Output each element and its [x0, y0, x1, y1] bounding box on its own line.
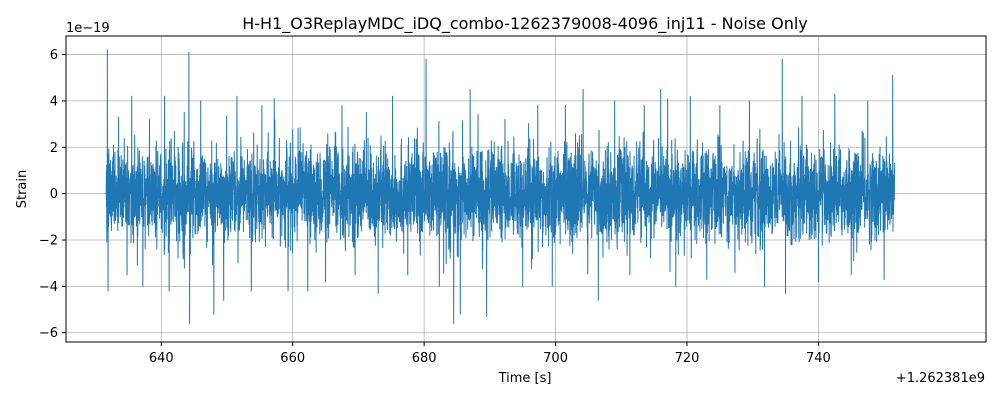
- y-scale-label: 1e−19: [66, 21, 110, 36]
- series-layer: [105, 49, 896, 324]
- x-tick-label: 640: [149, 351, 174, 366]
- y-tick-label: −4: [39, 280, 58, 295]
- x-offset-label: +1.262381e9: [896, 371, 985, 386]
- y-axis-label: Strain: [15, 170, 30, 209]
- y-tick-label: 2: [50, 141, 58, 156]
- x-tick-label: 660: [280, 351, 305, 366]
- chart-title: H-H1_O3ReplayMDC_iDQ_combo-1262379008-40…: [242, 14, 808, 34]
- ticks: 640 660 680 700 720 740 −6 −4 −2 0 2 4 6: [39, 48, 831, 366]
- y-tick-label: −6: [39, 326, 58, 341]
- strain-series-line: [105, 49, 896, 324]
- y-tick-label: 6: [50, 48, 58, 63]
- plot-frame: [65, 35, 987, 343]
- x-tick-label: 720: [675, 351, 700, 366]
- x-tick-label: 700: [543, 351, 568, 366]
- x-tick-label: 680: [412, 351, 437, 366]
- y-tick-label: 0: [50, 187, 58, 202]
- y-tick-label: 4: [50, 94, 58, 109]
- x-tick-label: 740: [806, 351, 831, 366]
- y-tick-label: −2: [39, 234, 58, 249]
- x-axis-label: Time [s]: [498, 371, 552, 386]
